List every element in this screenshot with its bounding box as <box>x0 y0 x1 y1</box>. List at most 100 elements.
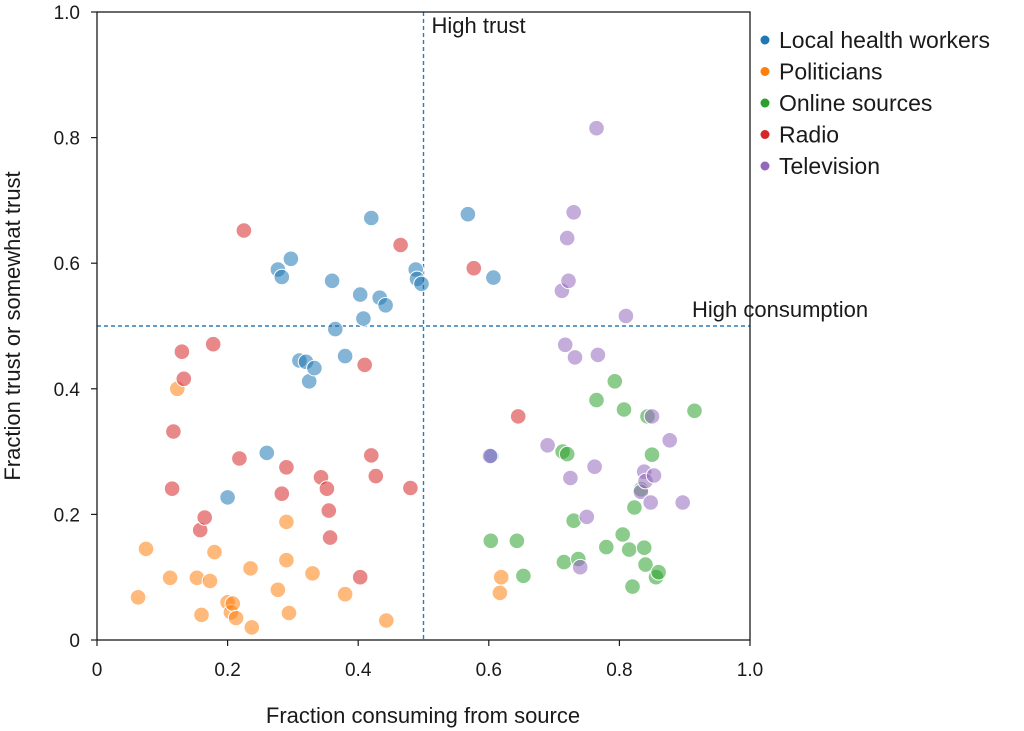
politicians-point <box>278 551 295 569</box>
television-point <box>558 229 576 247</box>
television-point <box>643 408 661 425</box>
politicians-point <box>269 581 287 599</box>
online-sources-point <box>606 373 624 390</box>
legend-label-radio: Radio <box>779 122 839 148</box>
online-sources-point <box>637 556 654 573</box>
high-trust-label: High trust <box>432 13 526 38</box>
politicians-point <box>278 513 295 531</box>
legend-label-local-health-workers: Local health workers <box>779 27 990 53</box>
radio-point <box>273 485 291 503</box>
x-tick-label: 1.0 <box>737 660 763 681</box>
local-health-workers-point <box>363 209 380 227</box>
y-axis-title: Fraction trust or somewhat trust <box>0 171 25 480</box>
legend-marker-local-health-workers <box>760 35 770 45</box>
politicians-point <box>227 609 245 627</box>
radio-point <box>402 479 419 497</box>
local-health-workers-point <box>273 268 291 286</box>
online-sources-point <box>614 526 632 543</box>
television-point <box>586 458 603 476</box>
politicians-point <box>193 606 210 624</box>
local-health-workers-point <box>413 275 430 293</box>
politicians-point <box>224 595 242 612</box>
politicians-point <box>492 568 510 586</box>
television-point <box>539 437 556 454</box>
x-tick-label: 0.4 <box>345 660 372 681</box>
radio-point <box>509 408 527 425</box>
television-point <box>571 558 589 576</box>
television-point <box>674 494 692 511</box>
local-health-workers-point <box>355 310 372 327</box>
online-sources-point <box>620 541 638 558</box>
radio-point <box>392 236 409 254</box>
online-sources-point <box>643 446 661 464</box>
y-tick-label: 0 <box>69 631 80 652</box>
online-sources-point <box>508 532 526 550</box>
x-tick-label: 0.6 <box>476 660 502 681</box>
y-tick-label: 0.2 <box>54 505 80 526</box>
radio-point <box>175 370 193 388</box>
x-tick-label: 0 <box>92 660 103 681</box>
online-sources-point <box>558 445 576 463</box>
local-health-workers-point <box>219 489 236 506</box>
politicians-point <box>378 612 395 629</box>
legend-label-online-sources: Online sources <box>779 90 932 116</box>
y-tick-label: 0.6 <box>54 254 80 275</box>
local-health-workers-point <box>351 286 369 303</box>
television-point <box>560 272 577 290</box>
legend-label-television: Television <box>779 153 880 179</box>
radio-point <box>165 423 182 440</box>
online-sources-point <box>515 567 532 585</box>
local-health-workers-point <box>336 347 354 365</box>
television-point <box>588 119 605 137</box>
politicians-point <box>201 572 219 590</box>
local-health-workers-point <box>306 359 323 377</box>
radio-point <box>320 502 338 519</box>
legend: Local health workers Politicians Online so… <box>760 27 990 179</box>
politicians-point <box>137 540 155 558</box>
radio-point <box>318 480 336 498</box>
politicians-point <box>206 543 223 561</box>
legend-marker-politicians <box>760 67 770 76</box>
radio-point <box>231 450 248 467</box>
television-point <box>481 447 499 465</box>
local-health-workers-point <box>258 444 276 462</box>
politicians-point <box>161 569 179 587</box>
high-consumption-label: High consumption <box>692 297 868 322</box>
television-point <box>642 494 660 511</box>
online-sources-point <box>686 402 703 420</box>
radio-point <box>321 529 339 546</box>
legend-marker-radio <box>760 130 770 139</box>
reference-lines <box>97 12 750 640</box>
politicians-point <box>242 560 259 577</box>
radio-point <box>196 509 213 526</box>
politicians-point <box>129 589 147 606</box>
politicians-point <box>336 585 354 603</box>
politicians-point <box>280 604 298 622</box>
radio-point <box>163 480 181 498</box>
television-point <box>566 349 584 366</box>
radio-point <box>351 568 369 586</box>
x-axis-title: Fraction consuming from source <box>266 703 580 728</box>
local-health-workers-point <box>377 297 394 314</box>
legend-marker-online-sources <box>760 98 770 108</box>
online-sources-point <box>615 401 633 418</box>
radio-point <box>235 222 253 239</box>
television-point <box>617 307 635 325</box>
politicians-point <box>304 565 321 582</box>
television-point <box>556 336 574 354</box>
legend-label-politicians: Politicians <box>779 59 883 85</box>
radio-point <box>278 459 295 476</box>
local-health-workers-point <box>327 320 344 338</box>
politicians-point <box>243 619 261 636</box>
television-point <box>645 467 663 484</box>
online-sources-point <box>482 532 500 550</box>
radio-point <box>465 259 483 277</box>
online-sources-point <box>626 499 643 516</box>
axis-ticks: 0 0.2 0.4 0.6 0.8 1.0 0 0.2 0.4 0.6 0.8 1.0 <box>54 3 764 681</box>
local-health-workers-point <box>485 269 502 286</box>
politicians-point <box>491 584 509 602</box>
television-point <box>578 508 596 526</box>
x-tick-label: 0.8 <box>606 660 632 681</box>
plot-frame <box>96 11 751 641</box>
